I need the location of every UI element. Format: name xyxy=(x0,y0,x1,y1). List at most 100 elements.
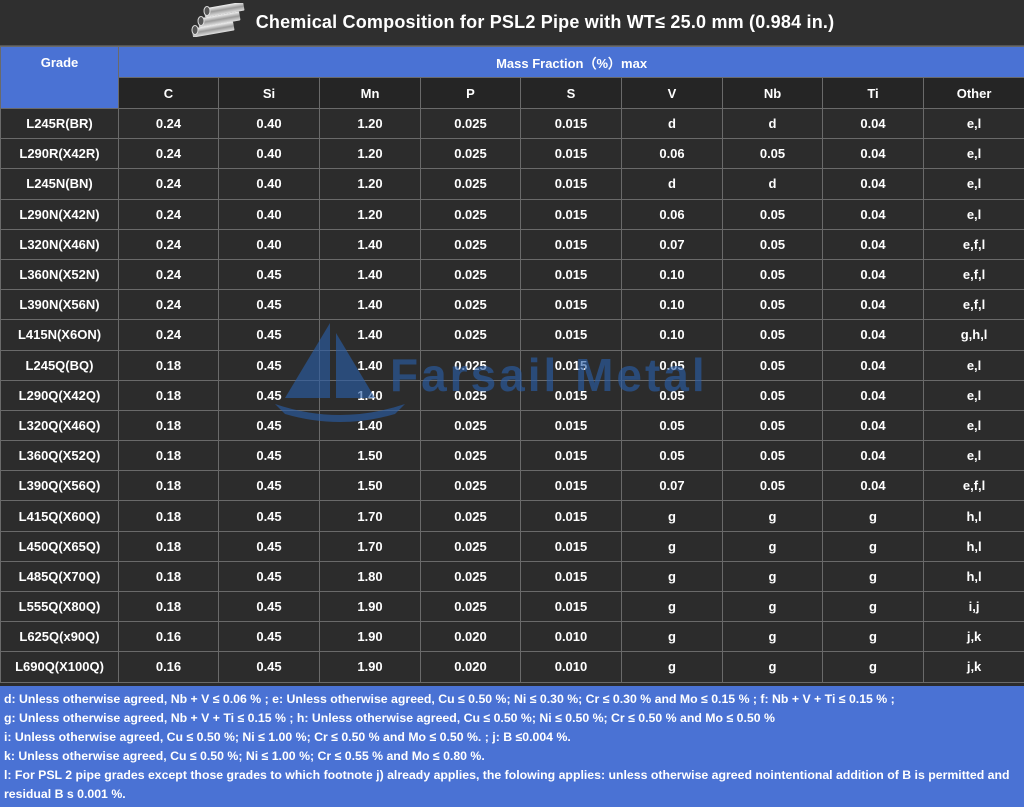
value-cell: 0.04 xyxy=(822,440,924,472)
footnote-line: l: For PSL 2 pipe grades except those gr… xyxy=(4,768,1010,801)
value-cell: 0.05 xyxy=(722,470,823,502)
value-cell: 0.45 xyxy=(218,590,320,623)
value-cell: 0.025 xyxy=(420,379,521,411)
value-cell: e,l xyxy=(922,440,1024,472)
value-cell: 0.16 xyxy=(118,621,219,653)
table-row: L290N(X42N) 0.24 0.40 1.20 0.025 0.015 0.06 0.0… xyxy=(0,198,1024,230)
steel-pipes-icon xyxy=(190,1,246,42)
value-cell: 0.05 xyxy=(722,289,823,321)
value-cell: 0.020 xyxy=(420,651,521,683)
value-cell: g xyxy=(822,530,924,562)
grade-cell: L245R(BR) xyxy=(0,107,119,140)
value-cell: 0.45 xyxy=(218,500,320,532)
value-cell: g xyxy=(822,500,924,532)
value-cell: 0.18 xyxy=(118,349,219,381)
value-cell: 0.10 xyxy=(621,319,723,351)
value-cell: g xyxy=(722,621,823,653)
value-cell: e,l xyxy=(922,409,1024,442)
value-cell: 1.90 xyxy=(319,621,421,653)
value-cell: 1.20 xyxy=(319,138,421,170)
value-cell: 0.04 xyxy=(822,258,924,291)
grade-cell: L320Q(X46Q) xyxy=(0,409,119,442)
value-cell: 0.05 xyxy=(722,138,823,170)
value-cell: 0.24 xyxy=(118,319,219,351)
value-cell: 1.40 xyxy=(319,379,421,411)
value-cell: 0.05 xyxy=(722,319,823,351)
column-header: V xyxy=(621,77,723,109)
value-cell: 0.025 xyxy=(420,500,521,532)
value-cell: 0.025 xyxy=(420,289,521,321)
value-cell: 0.04 xyxy=(822,349,924,381)
table-row: L690Q(X100Q) 0.16 0.45 1.90 0.020 0.010 g g g j,k xyxy=(0,651,1024,683)
value-cell: 0.025 xyxy=(420,440,521,472)
value-cell: 0.04 xyxy=(822,107,924,140)
value-cell: 0.05 xyxy=(722,409,823,442)
value-cell: 0.18 xyxy=(118,440,219,472)
value-cell: 0.18 xyxy=(118,470,219,502)
value-cell: 0.04 xyxy=(822,228,924,260)
value-cell: 0.025 xyxy=(420,168,521,200)
value-cell: h,l xyxy=(922,500,1024,532)
footnote-line: d: Unless otherwise agreed, Nb + V ≤ 0.0… xyxy=(4,692,895,706)
value-cell: 1.40 xyxy=(319,349,421,381)
grade-cell: L690Q(X100Q) xyxy=(0,651,119,683)
grade-cell: L290R(X42R) xyxy=(0,138,119,170)
value-cell: 0.015 xyxy=(520,289,622,321)
value-cell: i,j xyxy=(922,590,1024,623)
value-cell: 0.40 xyxy=(218,138,320,170)
value-cell: 0.24 xyxy=(118,228,219,260)
value-cell: e,l xyxy=(922,379,1024,411)
value-cell: j,k xyxy=(922,621,1024,653)
value-cell: 0.015 xyxy=(520,409,622,442)
column-header: Mn xyxy=(319,77,421,109)
value-cell: 0.45 xyxy=(218,621,320,653)
value-cell: 0.24 xyxy=(118,107,219,140)
value-cell: 0.18 xyxy=(118,409,219,442)
table-row: L360Q(X52Q) 0.18 0.45 1.50 0.025 0.015 0.05 0.0… xyxy=(0,440,1024,472)
value-cell: 0.025 xyxy=(420,258,521,291)
value-cell: 0.05 xyxy=(722,440,823,472)
value-cell: 0.07 xyxy=(621,470,723,502)
value-cell: 0.04 xyxy=(822,168,924,200)
value-cell: 0.45 xyxy=(218,651,320,683)
grade-cell: L245Q(BQ) xyxy=(0,349,119,381)
value-cell: g xyxy=(822,651,924,683)
value-cell: 1.50 xyxy=(319,470,421,502)
table-row: L290R(X42R) 0.24 0.40 1.20 0.025 0.015 0.06 0.0… xyxy=(0,138,1024,170)
value-cell: 0.015 xyxy=(520,470,622,502)
value-cell: 1.40 xyxy=(319,289,421,321)
value-cell: 0.18 xyxy=(118,560,219,593)
value-cell: 0.015 xyxy=(520,319,622,351)
table-row: L390N(X56N) 0.24 0.45 1.40 0.025 0.015 0.10 0.0… xyxy=(0,289,1024,321)
value-cell: d xyxy=(722,168,823,200)
value-cell: g xyxy=(722,651,823,683)
value-cell: 1.90 xyxy=(319,590,421,623)
value-cell: 0.025 xyxy=(420,530,521,562)
value-cell: e,l xyxy=(922,168,1024,200)
value-cell: 1.70 xyxy=(319,500,421,532)
value-cell: e,l xyxy=(922,198,1024,230)
value-cell: 0.015 xyxy=(520,500,622,532)
value-cell: g xyxy=(822,560,924,593)
value-cell: e,l xyxy=(922,107,1024,140)
value-cell: 0.18 xyxy=(118,500,219,532)
value-cell: e,f,l xyxy=(922,228,1024,260)
value-cell: 0.40 xyxy=(218,107,320,140)
value-cell: h,l xyxy=(922,530,1024,562)
value-cell: d xyxy=(621,107,723,140)
value-cell: 0.16 xyxy=(118,651,219,683)
value-cell: 0.18 xyxy=(118,590,219,623)
value-cell: 0.45 xyxy=(218,560,320,593)
value-cell: 0.24 xyxy=(118,168,219,200)
value-cell: h,l xyxy=(922,560,1024,593)
grade-cell: L625Q(x90Q) xyxy=(0,621,119,653)
value-cell: 0.04 xyxy=(822,379,924,411)
value-cell: d xyxy=(722,107,823,140)
table-row: L415N(X6ON) 0.24 0.45 1.40 0.025 0.015 0.10 0.0… xyxy=(0,319,1024,351)
value-cell: 1.90 xyxy=(319,651,421,683)
value-cell: 0.45 xyxy=(218,530,320,562)
grade-cell: L290Q(X42Q) xyxy=(0,379,119,411)
footnote-line: g: Unless otherwise agreed, Nb + V + Ti … xyxy=(4,711,775,725)
grade-cell: L360Q(X52Q) xyxy=(0,440,119,472)
footnote-line: i: Unless otherwise agreed, Cu ≤ 0.50 %;… xyxy=(4,730,571,744)
